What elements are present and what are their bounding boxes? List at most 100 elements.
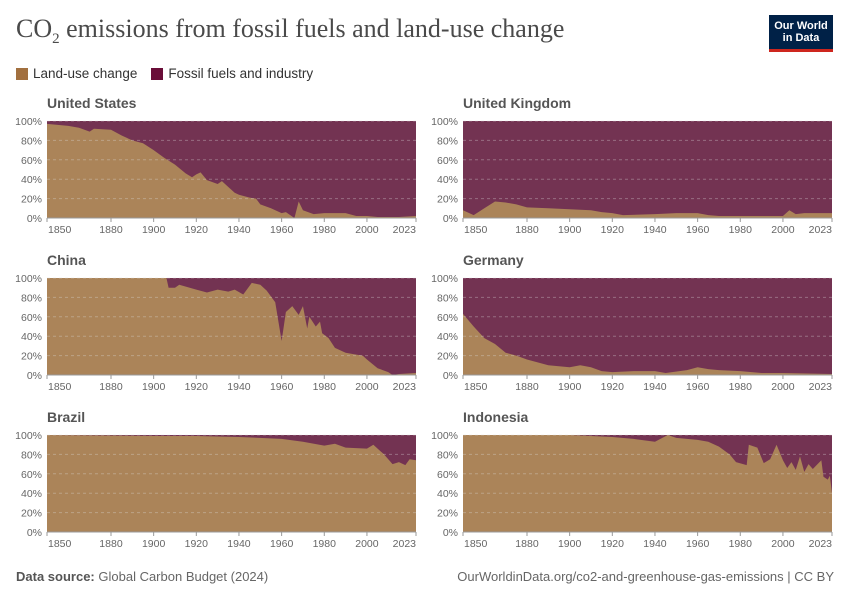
legend-item-fossil[interactable]: Fossil fuels and industry (151, 66, 313, 81)
y-tick-label: 40% (21, 331, 42, 343)
y-tick-label: 60% (437, 469, 458, 481)
y-tick-label: 20% (21, 508, 42, 520)
legend-label: Land-use change (33, 66, 138, 81)
x-tick-label: 1980 (729, 538, 753, 550)
x-tick-label: 1980 (313, 224, 337, 236)
y-tick-label: 80% (437, 449, 458, 461)
x-tick-label: 1920 (601, 224, 625, 236)
y-tick-label: 100% (15, 430, 42, 442)
land-use-area (463, 435, 832, 532)
x-tick-label: 2000 (355, 381, 379, 393)
panel-title: United Kingdom (463, 95, 571, 111)
x-tick-label: 1920 (185, 381, 209, 393)
x-tick-label: 2000 (771, 381, 795, 393)
x-tick-label: 2000 (771, 538, 795, 550)
y-tick-label: 80% (437, 135, 458, 147)
y-tick-label: 20% (437, 508, 458, 520)
source-url[interactable]: OurWorldinData.org/co2-and-greenhouse-ga… (457, 569, 834, 584)
x-tick-label: 1880 (515, 538, 539, 550)
x-tick-label: 2023 (393, 224, 417, 236)
legend-item-land-use[interactable]: Land-use change (16, 66, 137, 81)
x-tick-label: 1920 (601, 538, 625, 550)
x-tick-label: 1980 (313, 381, 337, 393)
x-tick-label: 1960 (270, 381, 294, 393)
y-tick-label: 0% (443, 527, 458, 539)
x-tick-label: 2023 (809, 538, 833, 550)
data-source: Data source: Global Carbon Budget (2024) (16, 569, 269, 584)
x-tick-label: 1940 (643, 381, 667, 393)
x-tick-label: 1920 (185, 224, 209, 236)
x-tick-label: 2000 (355, 224, 379, 236)
legend-swatch (151, 67, 164, 80)
chart-title: CO2 emissions from fossil fuels and land… (16, 14, 565, 48)
y-tick-label: 100% (15, 273, 42, 285)
x-tick-label: 1880 (515, 381, 539, 393)
x-tick-label: 1900 (142, 538, 166, 550)
legend-label: Fossil fuels and industry (168, 66, 314, 81)
land-use-area (463, 313, 832, 375)
x-tick-label: 1880 (515, 224, 539, 236)
panel-title: China (47, 252, 86, 268)
x-tick-label: 1900 (558, 224, 582, 236)
x-tick-label: 1850 (464, 538, 488, 550)
y-tick-label: 0% (27, 213, 42, 225)
y-tick-label: 0% (27, 527, 42, 539)
x-tick-label: 1960 (686, 381, 710, 393)
x-tick-label: 2000 (771, 224, 795, 236)
x-tick-label: 2000 (355, 538, 379, 550)
y-tick-label: 60% (21, 469, 42, 481)
x-tick-label: 1920 (601, 381, 625, 393)
x-tick-label: 1940 (227, 381, 251, 393)
y-tick-label: 20% (21, 351, 42, 363)
x-tick-label: 1960 (686, 538, 710, 550)
y-tick-label: 80% (21, 135, 42, 147)
y-tick-label: 40% (21, 174, 42, 186)
y-tick-label: 40% (437, 488, 458, 500)
y-tick-label: 60% (21, 155, 42, 167)
y-tick-label: 0% (27, 370, 42, 382)
x-tick-label: 1960 (686, 224, 710, 236)
x-tick-label: 1880 (99, 538, 123, 550)
y-tick-label: 0% (443, 370, 458, 382)
y-tick-label: 20% (21, 194, 42, 206)
x-tick-label: 1920 (185, 538, 209, 550)
legend: Land-use change Fossil fuels and industr… (16, 66, 313, 81)
y-tick-label: 100% (431, 116, 458, 128)
x-tick-label: 1940 (643, 538, 667, 550)
y-tick-label: 40% (437, 174, 458, 186)
x-tick-label: 1850 (464, 224, 488, 236)
x-tick-label: 1900 (558, 381, 582, 393)
y-tick-label: 100% (431, 273, 458, 285)
y-tick-label: 0% (443, 213, 458, 225)
panel-title: Brazil (47, 409, 85, 425)
x-tick-label: 2023 (393, 381, 417, 393)
x-tick-label: 1880 (99, 381, 123, 393)
land-use-area (47, 278, 416, 375)
y-tick-label: 20% (437, 194, 458, 206)
x-tick-label: 1850 (48, 224, 72, 236)
x-tick-label: 1980 (729, 224, 753, 236)
x-tick-label: 1900 (142, 224, 166, 236)
x-tick-label: 1880 (99, 224, 123, 236)
y-tick-label: 60% (437, 155, 458, 167)
x-tick-label: 1900 (142, 381, 166, 393)
panel-title: United States (47, 95, 137, 111)
owid-logo[interactable]: Our World in Data (769, 15, 833, 52)
land-use-area (463, 201, 832, 218)
fossil-area (463, 121, 832, 218)
x-tick-label: 1850 (48, 381, 72, 393)
land-use-area (47, 123, 416, 218)
x-tick-label: 1900 (558, 538, 582, 550)
x-tick-label: 1960 (270, 224, 294, 236)
y-tick-label: 40% (437, 331, 458, 343)
x-tick-label: 2023 (809, 224, 833, 236)
x-tick-label: 1940 (227, 538, 251, 550)
x-tick-label: 2023 (393, 538, 417, 550)
x-tick-label: 1940 (643, 224, 667, 236)
y-tick-label: 80% (21, 449, 42, 461)
x-tick-label: 1850 (48, 538, 72, 550)
panel-title: Indonesia (463, 409, 529, 425)
y-tick-label: 60% (21, 312, 42, 324)
y-tick-label: 20% (437, 351, 458, 363)
